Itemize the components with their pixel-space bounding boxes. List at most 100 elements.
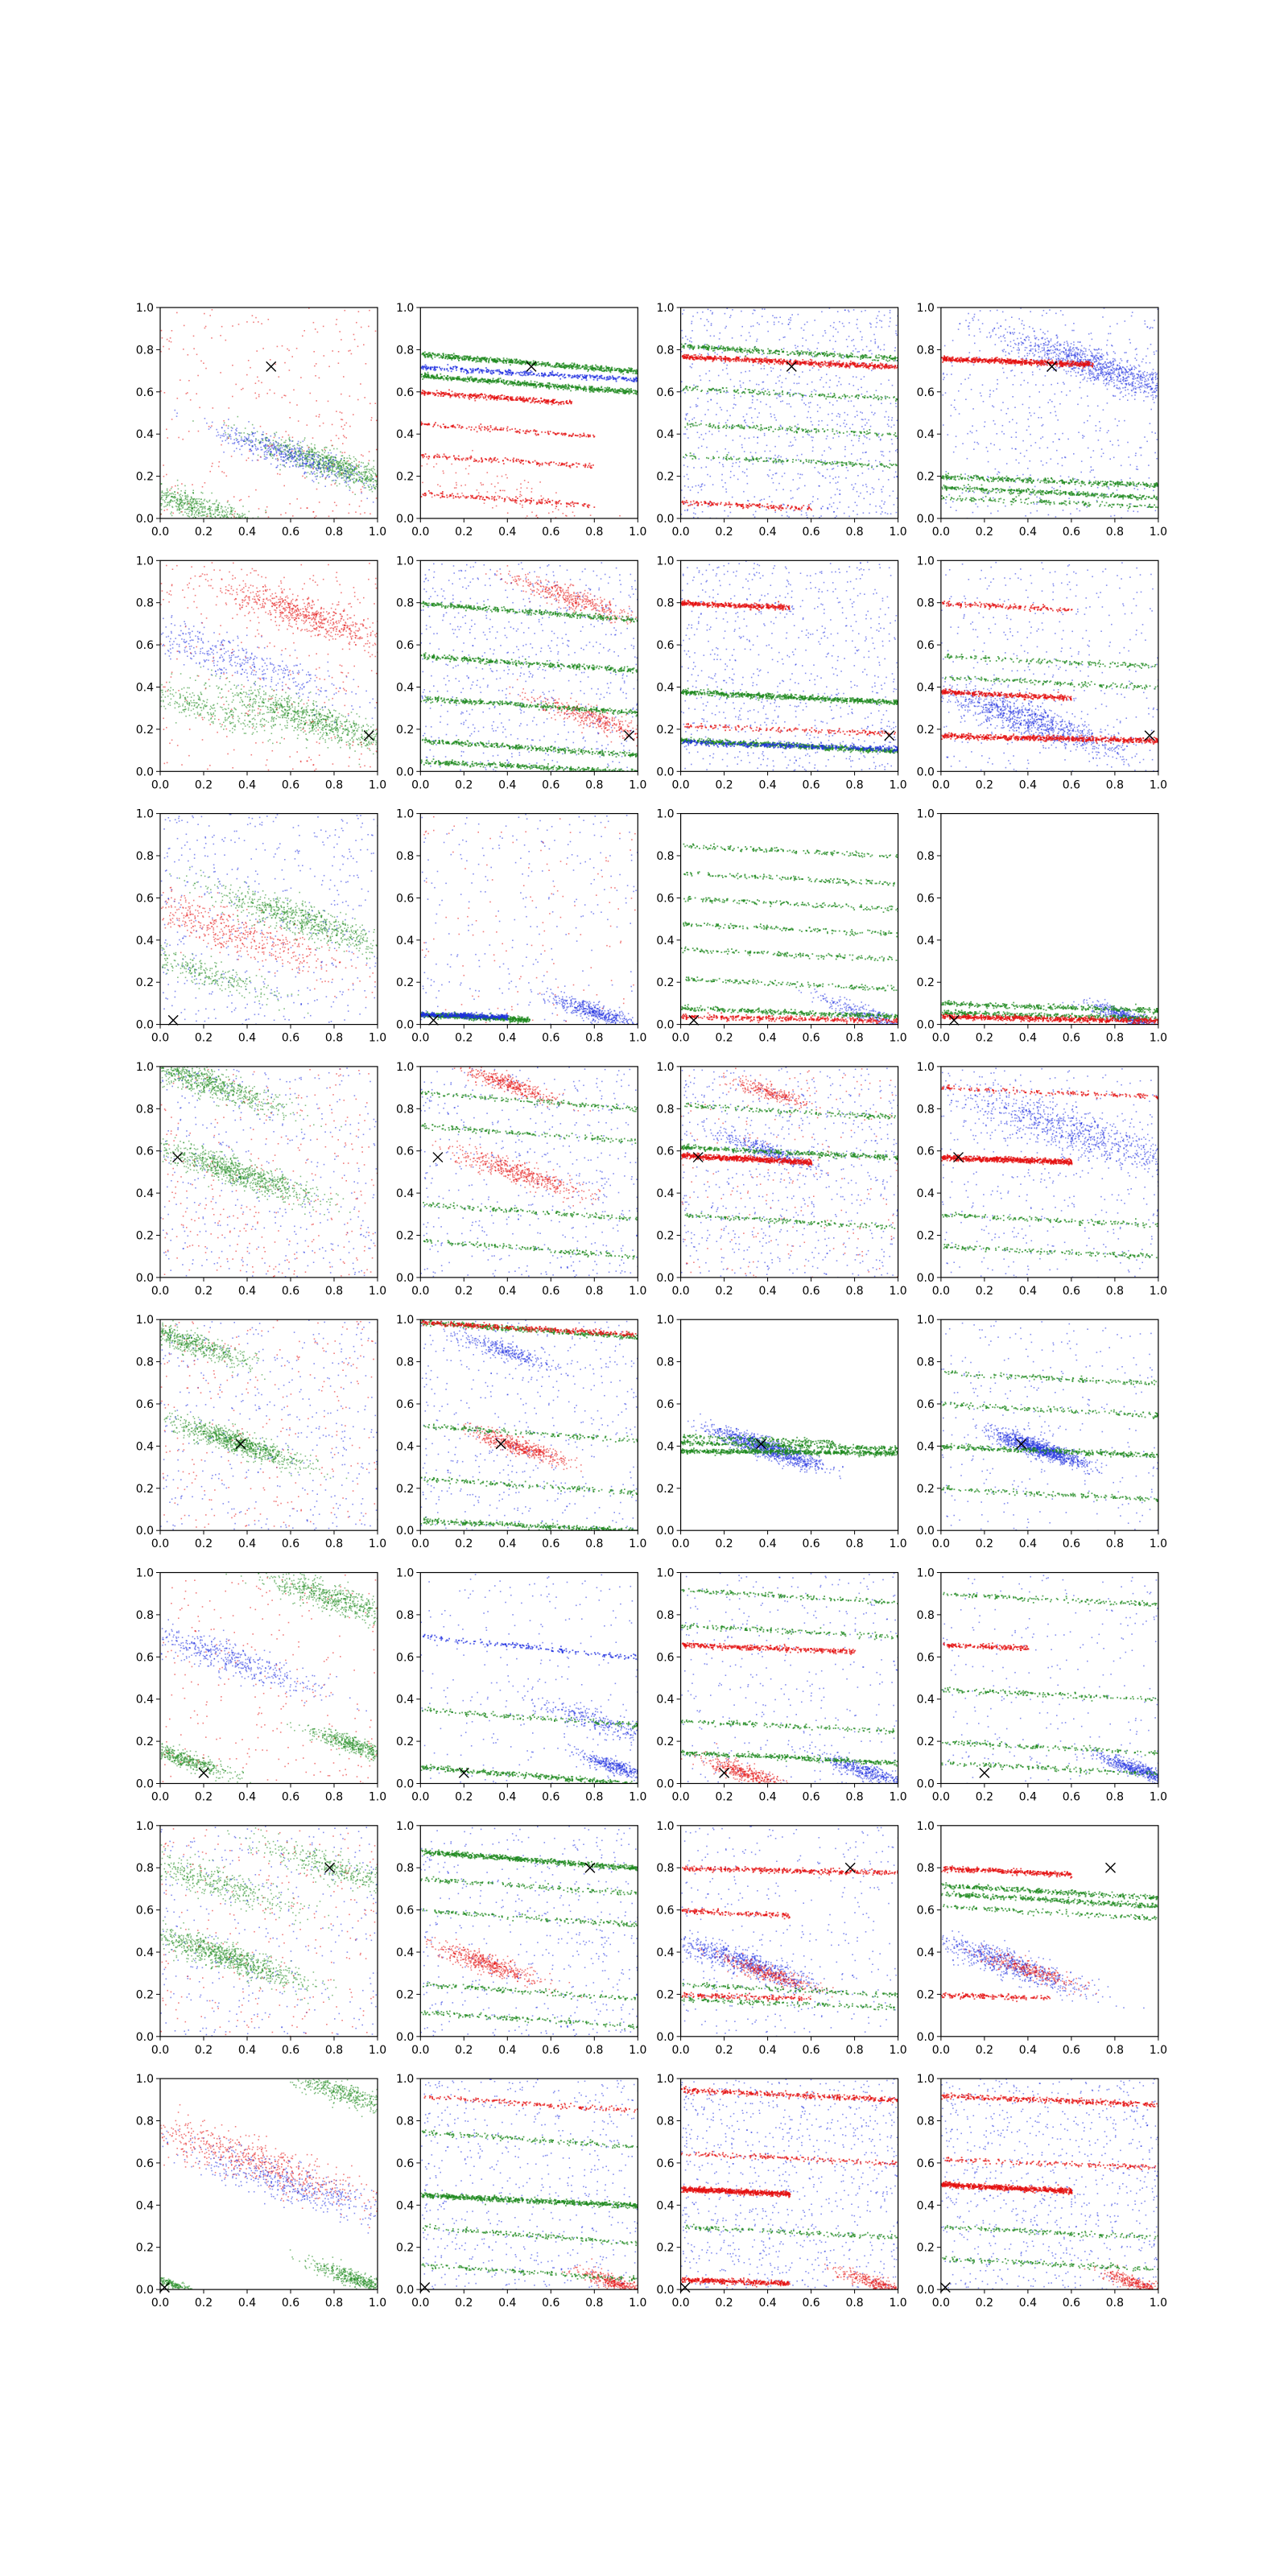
y-tick-label: 0.6 — [396, 1905, 414, 1918]
x-tick-label: 0.0 — [151, 1791, 169, 1804]
y-tick-label: 0.8 — [396, 1862, 414, 1875]
y-tick-label: 0.8 — [136, 2116, 154, 2128]
x-tick-label: 0.8 — [325, 1538, 343, 1550]
x-tick-label: 0.0 — [932, 526, 950, 539]
y-tick-label: 0.6 — [917, 1146, 935, 1158]
x-tick-label: 0.0 — [151, 2044, 169, 2057]
x-tick-label: 0.0 — [671, 2297, 689, 2310]
x-tick-label: 0.8 — [845, 526, 863, 539]
x-tick-label: 1.0 — [629, 1285, 646, 1298]
x-tick-label: 0.2 — [195, 1285, 213, 1298]
y-tick-label: 0.4 — [396, 1187, 414, 1200]
x-tick-label: 0.8 — [585, 1538, 603, 1550]
y-tick-label: 0.4 — [917, 428, 935, 441]
x-tick-label: 0.8 — [845, 2297, 863, 2310]
x-tick-label: 1.0 — [1150, 1285, 1167, 1298]
x-tick-label: 0.4 — [758, 2044, 776, 2057]
x-tick-label: 0.0 — [671, 1032, 689, 1045]
y-tick-label: 0.8 — [917, 1609, 935, 1622]
x-tick-label: 1.0 — [1150, 1538, 1167, 1550]
y-tick-label: 0.0 — [136, 1019, 154, 1032]
y-tick-label: 0.0 — [396, 513, 414, 526]
x-tick-label: 0.8 — [325, 778, 343, 791]
x-tick-label: 0.4 — [758, 2297, 776, 2310]
x-tick-label: 1.0 — [369, 778, 386, 791]
y-tick-label: 0.2 — [136, 471, 154, 484]
x-tick-label: 0.4 — [498, 526, 516, 539]
y-tick-label: 0.4 — [136, 428, 154, 441]
y-tick-label: 1.0 — [396, 808, 414, 821]
x-tick-label: 0.6 — [802, 526, 819, 539]
y-tick-label: 0.0 — [136, 2284, 154, 2297]
y-tick-label: 1.0 — [917, 555, 935, 568]
x-tick-label: 0.8 — [845, 1032, 863, 1045]
y-tick-label: 0.2 — [656, 1230, 674, 1243]
y-tick-label: 0.6 — [396, 1398, 414, 1411]
y-tick-label: 0.2 — [656, 724, 674, 737]
x-tick-label: 0.2 — [195, 526, 213, 539]
x-tick-label: 0.4 — [498, 1032, 516, 1045]
y-tick-label: 0.4 — [656, 1187, 674, 1200]
x-tick-label: 0.0 — [411, 1032, 429, 1045]
x-tick-label: 0.6 — [802, 778, 819, 791]
x-tick-label: 0.6 — [282, 2297, 299, 2310]
x-tick-label: 1.0 — [369, 1791, 386, 1804]
x-tick-label: 0.8 — [1106, 2297, 1124, 2310]
x-tick-label: 0.6 — [1063, 2044, 1080, 2057]
y-tick-label: 0.8 — [396, 597, 414, 610]
y-tick-label: 0.0 — [136, 1272, 154, 1285]
x-tick-label: 0.0 — [151, 1285, 169, 1298]
x-tick-label: 0.0 — [932, 2297, 950, 2310]
x-tick-label: 0.4 — [1019, 2044, 1037, 2057]
x-tick-label: 0.0 — [671, 1538, 689, 1550]
x-tick-label: 0.6 — [282, 778, 299, 791]
x-tick-label: 0.2 — [195, 778, 213, 791]
y-tick-label: 1.0 — [656, 555, 674, 568]
y-tick-label: 0.2 — [656, 1483, 674, 1496]
y-tick-label: 0.6 — [917, 386, 935, 399]
x-tick-label: 1.0 — [369, 1285, 386, 1298]
y-tick-label: 0.6 — [136, 2157, 154, 2170]
x-tick-label: 1.0 — [369, 1032, 386, 1045]
x-tick-label: 0.0 — [671, 2044, 689, 2057]
x-tick-label: 0.8 — [1106, 526, 1124, 539]
x-tick-label: 0.2 — [455, 2044, 473, 2057]
y-tick-label: 0.6 — [136, 1398, 154, 1411]
y-tick-label: 0.8 — [917, 344, 935, 357]
y-tick-label: 1.0 — [136, 1567, 154, 1580]
y-tick-label: 0.4 — [396, 428, 414, 441]
y-tick-label: 0.0 — [656, 2284, 674, 2297]
y-tick-label: 0.8 — [396, 1103, 414, 1116]
y-tick-label: 0.4 — [656, 682, 674, 695]
y-tick-label: 0.8 — [136, 344, 154, 357]
y-tick-label: 0.8 — [656, 1862, 674, 1875]
y-tick-label: 0.4 — [656, 1946, 674, 1959]
x-tick-label: 0.2 — [195, 1538, 213, 1550]
y-tick-label: 0.0 — [656, 1272, 674, 1285]
x-tick-label: 0.0 — [671, 778, 689, 791]
x-tick-label: 0.6 — [802, 1538, 819, 1550]
y-tick-label: 0.8 — [656, 1103, 674, 1116]
x-tick-label: 1.0 — [1150, 1791, 1167, 1804]
x-tick-label: 0.0 — [932, 1791, 950, 1804]
y-tick-label: 0.4 — [396, 682, 414, 695]
x-tick-label: 0.0 — [151, 778, 169, 791]
y-tick-label: 0.4 — [136, 935, 154, 947]
x-tick-label: 0.2 — [195, 1032, 213, 1045]
y-tick-label: 0.0 — [656, 513, 674, 526]
y-tick-label: 0.0 — [656, 766, 674, 778]
x-tick-label: 0.0 — [411, 2297, 429, 2310]
y-tick-label: 1.0 — [136, 1061, 154, 1074]
y-tick-label: 0.4 — [656, 935, 674, 947]
y-tick-label: 1.0 — [917, 1820, 935, 1833]
x-tick-label: 0.0 — [671, 1791, 689, 1804]
x-tick-label: 0.6 — [542, 1791, 559, 1804]
x-tick-label: 0.2 — [455, 778, 473, 791]
x-tick-label: 0.6 — [1063, 778, 1080, 791]
x-tick-label: 0.8 — [325, 1285, 343, 1298]
y-tick-label: 1.0 — [656, 2073, 674, 2086]
x-tick-label: 0.0 — [671, 526, 689, 539]
x-tick-label: 0.8 — [1106, 1032, 1124, 1045]
x-tick-label: 0.6 — [542, 1538, 559, 1550]
x-tick-label: 1.0 — [629, 778, 646, 791]
